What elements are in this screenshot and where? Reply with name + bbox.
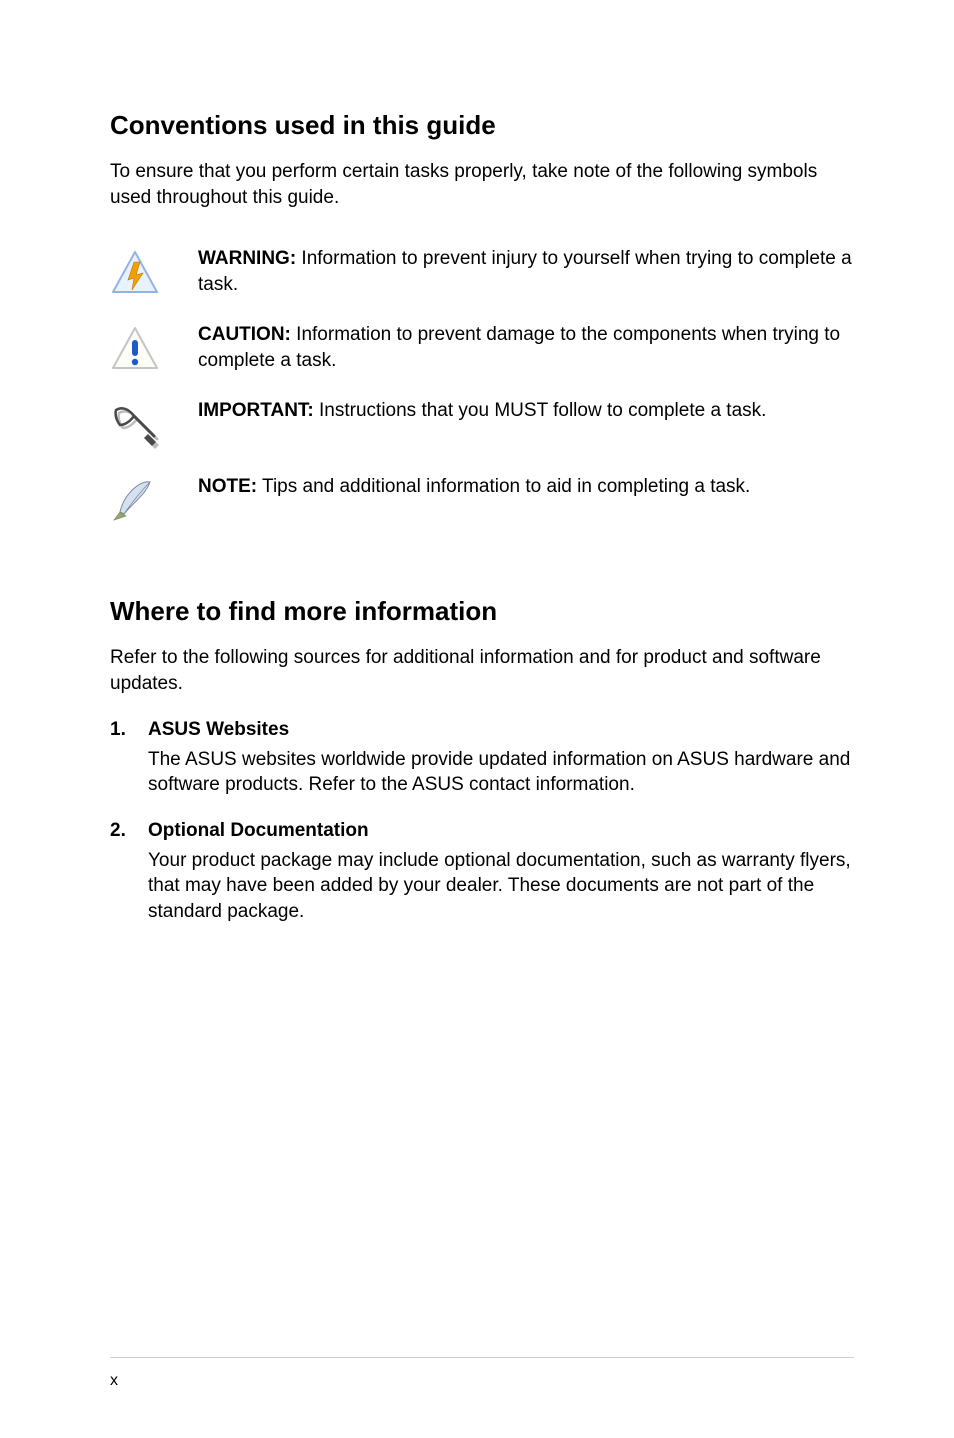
note-icon	[110, 476, 160, 526]
symbol-row-caution: CAUTION: Information to prevent damage t…	[110, 322, 854, 374]
symbol-body: Information to prevent injury to yoursel…	[198, 248, 852, 295]
where-title: Where to find more information	[110, 596, 854, 627]
important-icon	[110, 400, 160, 450]
symbol-body: Information to prevent damage to the com…	[198, 324, 840, 371]
warning-icon	[110, 248, 160, 298]
symbol-label: NOTE:	[198, 476, 257, 497]
symbol-label: CAUTION:	[198, 324, 291, 345]
symbol-text: NOTE: Tips and additional information to…	[198, 474, 750, 500]
source-desc: The ASUS websites worldwide provide upda…	[148, 747, 854, 798]
page-number: x	[110, 1372, 118, 1390]
symbol-text: IMPORTANT: Instructions that you MUST fo…	[198, 398, 766, 424]
symbol-body: Instructions that you MUST follow to com…	[314, 400, 767, 421]
symbol-label: IMPORTANT:	[198, 400, 314, 421]
symbol-label: WARNING:	[198, 248, 296, 269]
symbol-text: CAUTION: Information to prevent damage t…	[198, 322, 854, 373]
symbol-row-note: NOTE: Tips and additional information to…	[110, 474, 854, 526]
symbol-row-important: IMPORTANT: Instructions that you MUST fo…	[110, 398, 854, 450]
sources-list: 1. ASUS Websites The ASUS websites world…	[110, 719, 854, 925]
source-item-1: 1. ASUS Websites The ASUS websites world…	[110, 719, 854, 798]
where-intro: Refer to the following sources for addit…	[110, 645, 854, 696]
source-title: ASUS Websites	[148, 719, 854, 741]
footer-divider	[110, 1357, 854, 1358]
symbol-list: WARNING: Information to prevent injury t…	[110, 246, 854, 526]
symbol-body: Tips and additional information to aid i…	[257, 476, 750, 497]
conventions-title: Conventions used in this guide	[110, 110, 854, 141]
source-title: Optional Documentation	[148, 820, 854, 842]
source-num: 1.	[110, 719, 148, 798]
source-item-2: 2. Optional Documentation Your product p…	[110, 820, 854, 925]
source-desc: Your product package may include optiona…	[148, 848, 854, 925]
caution-icon	[110, 324, 160, 374]
conventions-intro: To ensure that you perform certain tasks…	[110, 159, 854, 210]
symbol-text: WARNING: Information to prevent injury t…	[198, 246, 854, 297]
where-section: Where to find more information Refer to …	[110, 596, 854, 924]
source-num: 2.	[110, 820, 148, 925]
symbol-row-warning: WARNING: Information to prevent injury t…	[110, 246, 854, 298]
